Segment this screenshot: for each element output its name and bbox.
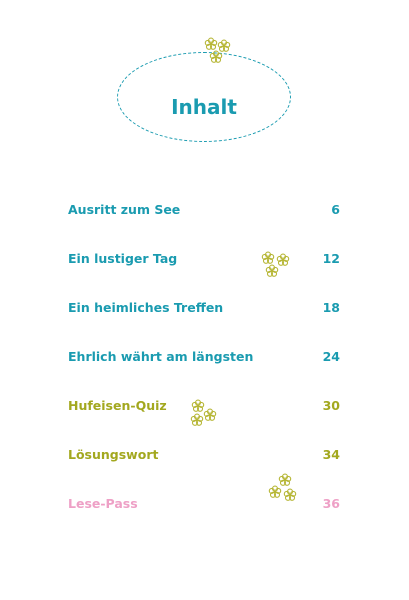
toc-entry-title: Lösungswort (68, 447, 159, 462)
toc-entry[interactable]: Ausritt zum See 6 (68, 200, 340, 249)
toc-entry-page-number: 30 (322, 398, 340, 413)
toc-entry-page-number: 6 (331, 202, 340, 217)
toc-entry-title: Lese-Pass (68, 496, 138, 511)
toc-entry-page-number: 34 (322, 447, 340, 462)
toc-entry-page-number: 24 (322, 349, 340, 364)
toc-entry-title: Ein heimliches Treffen (68, 300, 224, 315)
table-of-contents: Ausritt zum See 6 Ein lustiger Tag 12 Ein he… (68, 200, 340, 543)
toc-entry[interactable]: Ehrlich währt am längsten 24 (68, 347, 340, 396)
toc-entry-title: Ehrlich währt am längsten (68, 349, 254, 364)
toc-entry[interactable]: Lese-Pass 36 (68, 494, 340, 543)
toc-entry-title: Hufeisen-Quiz (68, 398, 167, 413)
toc-entry[interactable]: Ein lustiger Tag 12 (68, 249, 340, 298)
toc-entry[interactable]: Hufeisen-Quiz 30 (68, 396, 340, 445)
toc-entry-title: Ein lustiger Tag (68, 251, 178, 266)
page-title: Inhalt (171, 95, 237, 120)
toc-entry-title: Ausritt zum See (68, 202, 181, 217)
title-ellipse-frame (117, 52, 291, 142)
flower-cluster-icon (204, 37, 231, 63)
toc-entry-page-number: 18 (322, 300, 340, 315)
toc-entry[interactable]: Lösungswort 34 (68, 445, 340, 494)
toc-entry-page-number: 36 (322, 496, 340, 511)
toc-entry-page-number: 12 (322, 251, 340, 266)
toc-entry[interactable]: Ein heimliches Treffen 18 (68, 298, 340, 347)
